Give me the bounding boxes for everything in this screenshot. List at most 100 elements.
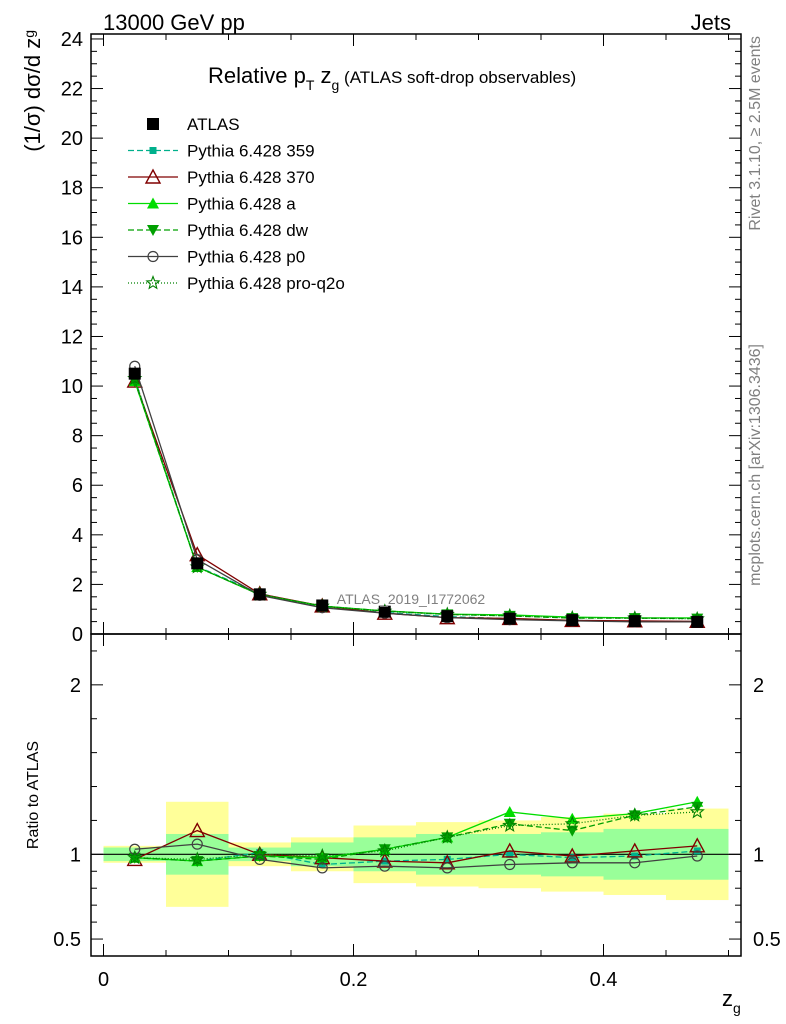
y-tick-label-7: 14 [61,277,83,299]
ratio-point-s6-7 [564,815,580,831]
ratio-point-s6-2 [252,846,268,861]
x-axis-label: zg [722,986,741,1016]
title-rest: (ATLAS soft-drop observables) [339,68,576,87]
legend-label-5: Pythia 6.428 p0 [187,248,305,267]
ratio-point-s1-8 [631,852,639,860]
ratio-point-s6-1 [189,851,205,866]
ratio-point-s1-5 [443,855,451,863]
title-sub-g: g [332,77,340,93]
x-tick-label-0: 0 [98,969,109,991]
legend-marker-3 [147,197,159,209]
ratio-y-tick-label-1: 1 [70,844,81,866]
energy-label: 13000 GeV pp [103,10,245,35]
ratio-point-s5-3 [316,862,328,874]
legend-marker-5 [147,250,159,263]
y-axis-label: (1/σ) dσ/d zg [20,30,45,152]
ratio-line-6 [134,811,698,861]
legend-marker-4 [147,225,159,236]
ratio-point-s2-5 [439,854,456,870]
y-tick-label-10: 20 [61,128,83,150]
ratio-line-5 [134,843,698,869]
ratio-panel [91,795,741,907]
ratio-point-s5-4 [379,860,391,872]
point-s0-4 [378,605,391,618]
point-s0-5 [441,610,454,623]
y-tick-label-12: 24 [61,29,83,51]
y-tick-label-4: 8 [72,426,83,448]
y-tick-label-3: 6 [72,475,83,497]
ratio-point-s5-0 [129,843,141,855]
ratio-y-axis-label: Ratio to ATLAS [25,741,42,849]
ratio-y-tick-label-right-1: 1 [753,844,764,866]
process-label: Jets [691,10,731,35]
ratio-point-s5-9 [691,850,703,862]
legend-marker-2 [144,168,162,184]
ratio-point-s6-0 [127,849,143,865]
y-tick-label-8: 16 [61,227,83,249]
x-tick-label-2: 0.4 [590,969,618,991]
legend-label-4: Pythia 6.428 dw [187,221,309,240]
series-line-5 [134,366,698,623]
legend-label-6: Pythia 6.428 pro-q2o [187,274,345,293]
point-s0-2 [253,588,266,601]
title-main: Relative p [208,63,306,88]
ratio-point-s6-4 [377,842,393,858]
ratio-line-4 [134,806,698,862]
legend: ATLAS Pythia 6.428 359 Pythia 6.428 370 Pyt… [128,115,345,293]
ratio-point-s5-5 [441,862,453,874]
legend-label-0: ATLAS [187,115,240,134]
legend-marker-1 [149,147,157,154]
title-z: z [314,63,331,88]
chart-title: Relative pT zg (ATLAS soft-drop observab… [208,63,576,93]
ratio-point-s6-9 [689,803,705,819]
analysis-watermark: ATLAS_2019_I1772062 [337,591,486,607]
ratio-y-tick-label-right-2: 2 [753,675,764,697]
title-sub-t: T [306,77,315,93]
ratio-point-s2-4 [376,852,393,868]
y-tick-label-5: 10 [61,376,83,398]
ratio-point-s5-6 [504,858,516,871]
legend-label-1: Pythia 6.428 359 [187,142,315,161]
point-s0-9 [691,615,704,628]
legend-label-2: Pythia 6.428 370 [187,168,315,187]
y-tick-label-6: 12 [61,326,83,348]
point-s0-0 [128,367,141,380]
y-tick-label-9: 18 [61,178,83,200]
ratio-point-s5-1 [191,838,203,850]
main-panel [126,360,706,629]
ratio-y-tick-label-0: 0.5 [53,929,81,951]
ratio-point-s2-8 [626,842,643,858]
point-s0-3 [316,599,329,612]
ratio-point-s5-7 [566,857,578,869]
series-line-3 [134,380,698,619]
ratio-point-s2-6 [501,842,518,858]
ratio-point-s2-1 [189,822,206,838]
rivet-label: Rivet 3.1.10, ≥ 2.5M events [747,36,764,231]
y-tick-label-0: 0 [72,624,83,646]
ratio-point-s3-6 [503,805,516,817]
ratio-point-s2-7 [564,847,581,863]
ratio-point-s5-8 [629,857,641,869]
ratio-point-s6-8 [627,807,643,822]
ratio-point-s5-2 [254,853,266,866]
ratio-point-s6-6 [502,817,518,833]
ratio-point-s4-9 [691,801,704,813]
legend-marker-0 [147,118,159,130]
legend-marker-6 [145,274,161,290]
point-s0-8 [628,615,641,628]
y-tick-label-1: 2 [72,574,83,596]
ratio-frame [90,633,742,957]
legend-label-3: Pythia 6.428 a [187,195,296,214]
x-tick-label-1: 0.2 [340,969,368,991]
series-line-1 [134,378,698,623]
ratio-point-s2-9 [689,837,706,853]
ratio-point-s6-5 [439,829,455,844]
y-tick-label-2: 4 [72,525,83,547]
point-s0-6 [503,612,516,625]
ratio-point-s4-4 [378,844,391,856]
series-line-2 [134,380,698,623]
y-tick-label-11: 22 [61,79,83,101]
ratio-point-s6-3 [314,847,330,863]
ratio-point-s4-6 [503,818,516,830]
